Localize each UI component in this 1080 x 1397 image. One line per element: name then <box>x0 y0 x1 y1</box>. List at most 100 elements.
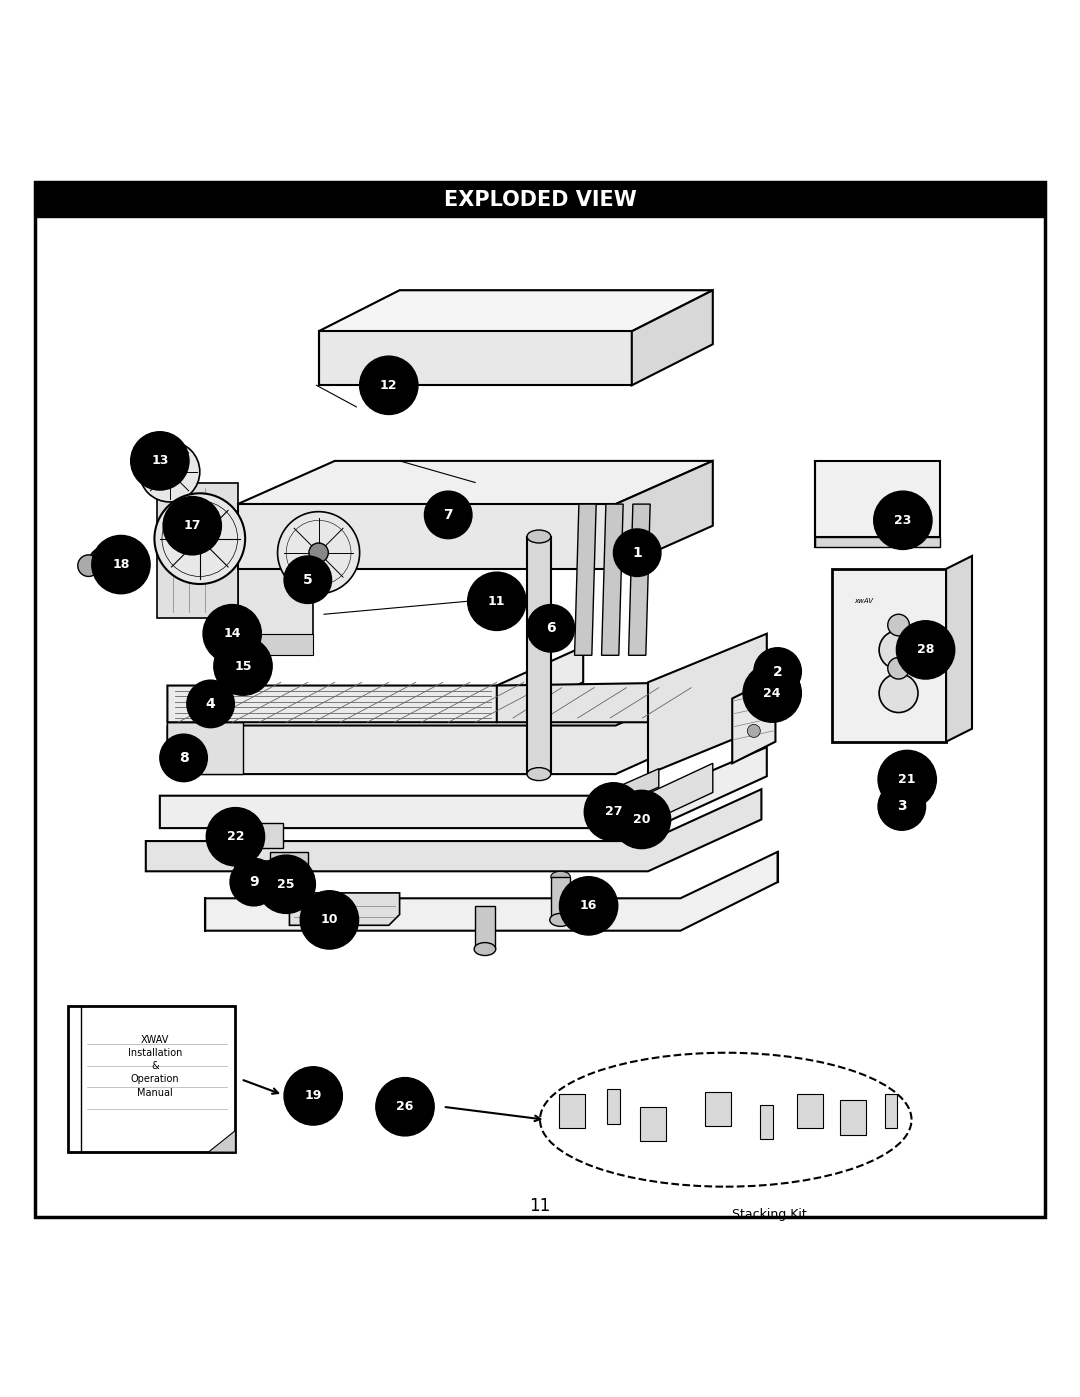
Polygon shape <box>946 556 972 742</box>
Text: 28: 28 <box>917 644 934 657</box>
Text: EXPLODED VIEW: EXPLODED VIEW <box>444 190 636 210</box>
Ellipse shape <box>527 767 551 781</box>
Polygon shape <box>732 678 775 763</box>
Circle shape <box>161 462 178 481</box>
Ellipse shape <box>550 914 571 926</box>
Polygon shape <box>648 763 713 823</box>
Circle shape <box>131 432 189 490</box>
Polygon shape <box>235 861 297 893</box>
Polygon shape <box>248 634 313 655</box>
Text: 22: 22 <box>227 830 244 844</box>
Circle shape <box>139 441 200 502</box>
Circle shape <box>238 866 259 887</box>
Circle shape <box>160 735 207 782</box>
Text: Stacking Kit: Stacking Kit <box>731 1208 807 1221</box>
Text: 8: 8 <box>178 752 189 766</box>
Polygon shape <box>160 747 767 828</box>
Text: 25: 25 <box>278 877 295 891</box>
Text: XWAV
Installation
&
Operation
Manual: XWAV Installation & Operation Manual <box>127 1035 183 1098</box>
Circle shape <box>879 630 918 669</box>
Circle shape <box>878 750 936 809</box>
Circle shape <box>187 680 234 728</box>
Text: 11: 11 <box>488 595 505 608</box>
Text: 6: 6 <box>546 622 555 636</box>
Polygon shape <box>167 678 724 774</box>
Text: 16: 16 <box>580 900 597 912</box>
Text: 18: 18 <box>112 557 130 571</box>
Polygon shape <box>238 461 713 504</box>
Polygon shape <box>475 905 495 949</box>
Polygon shape <box>602 504 623 655</box>
Circle shape <box>612 791 671 848</box>
Circle shape <box>278 511 360 594</box>
Polygon shape <box>238 504 313 650</box>
Circle shape <box>309 543 328 563</box>
FancyBboxPatch shape <box>607 1090 620 1125</box>
Text: 19: 19 <box>305 1090 322 1102</box>
Polygon shape <box>527 536 551 774</box>
Circle shape <box>754 648 801 696</box>
FancyBboxPatch shape <box>559 1094 585 1129</box>
Circle shape <box>878 782 926 830</box>
FancyBboxPatch shape <box>760 1105 773 1139</box>
FancyBboxPatch shape <box>885 1094 897 1129</box>
Circle shape <box>206 807 265 866</box>
Circle shape <box>257 855 315 914</box>
Polygon shape <box>146 789 761 872</box>
Text: 2: 2 <box>772 665 783 679</box>
Polygon shape <box>575 504 596 655</box>
Polygon shape <box>648 634 767 774</box>
Circle shape <box>163 496 221 555</box>
FancyBboxPatch shape <box>797 1094 823 1129</box>
Circle shape <box>230 858 278 905</box>
Text: 13: 13 <box>151 454 168 468</box>
Text: 10: 10 <box>321 914 338 926</box>
Polygon shape <box>629 504 650 655</box>
Polygon shape <box>832 569 946 742</box>
Circle shape <box>874 492 932 549</box>
Ellipse shape <box>527 529 551 543</box>
Text: 5: 5 <box>302 573 313 587</box>
FancyBboxPatch shape <box>640 1106 666 1141</box>
Polygon shape <box>319 331 632 386</box>
Circle shape <box>584 782 643 841</box>
Polygon shape <box>551 877 570 919</box>
Circle shape <box>468 573 526 630</box>
Polygon shape <box>208 1130 235 1153</box>
Polygon shape <box>157 482 238 617</box>
Polygon shape <box>632 291 713 386</box>
FancyBboxPatch shape <box>840 1101 866 1134</box>
Ellipse shape <box>474 943 496 956</box>
Circle shape <box>888 658 909 679</box>
Text: 7: 7 <box>444 509 453 522</box>
Circle shape <box>376 1077 434 1136</box>
Circle shape <box>559 877 618 935</box>
Circle shape <box>284 1067 342 1125</box>
Circle shape <box>888 615 909 636</box>
Text: 17: 17 <box>184 520 201 532</box>
Circle shape <box>879 673 918 712</box>
Polygon shape <box>167 722 243 774</box>
Text: 24: 24 <box>764 686 781 700</box>
Polygon shape <box>497 650 767 722</box>
Text: 20: 20 <box>633 813 650 826</box>
Text: 12: 12 <box>380 379 397 391</box>
Ellipse shape <box>90 543 144 577</box>
Text: 3: 3 <box>897 799 906 813</box>
Circle shape <box>424 492 472 539</box>
FancyBboxPatch shape <box>705 1091 731 1126</box>
Ellipse shape <box>551 872 570 882</box>
Circle shape <box>613 529 661 577</box>
Text: 1: 1 <box>632 546 643 560</box>
Polygon shape <box>167 647 583 722</box>
Polygon shape <box>205 852 778 930</box>
Text: 27: 27 <box>605 806 622 819</box>
Polygon shape <box>289 893 400 925</box>
Circle shape <box>284 556 332 604</box>
Circle shape <box>203 605 261 662</box>
Text: 14: 14 <box>224 627 241 640</box>
Text: 4: 4 <box>205 697 216 711</box>
Polygon shape <box>238 504 616 569</box>
Polygon shape <box>616 461 713 569</box>
Polygon shape <box>815 536 940 548</box>
